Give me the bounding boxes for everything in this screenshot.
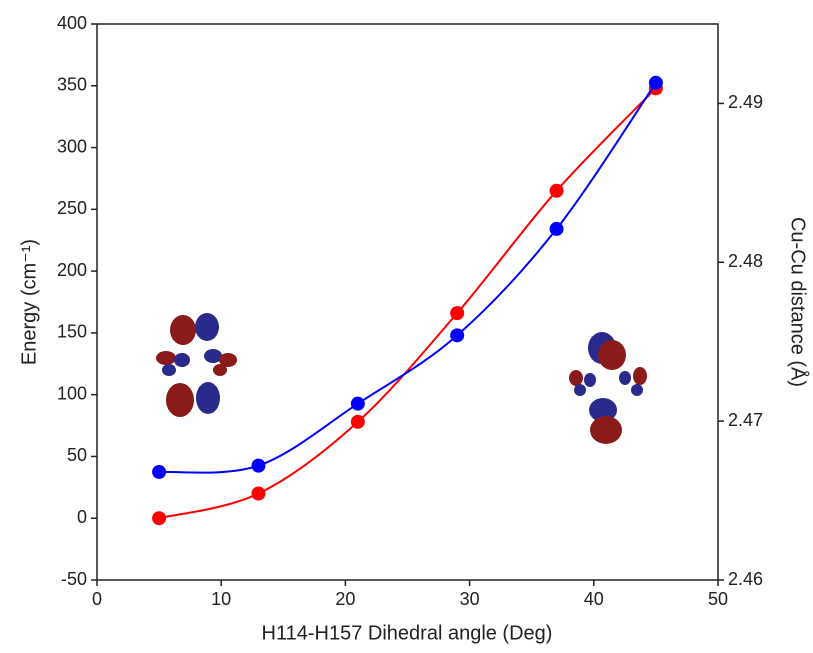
- y-tick-label: 350: [57, 75, 87, 95]
- y-tick-label: 200: [57, 260, 87, 280]
- plot-frame: [96, 23, 719, 581]
- y-tick-label: 150: [57, 322, 87, 342]
- point: [549, 221, 564, 236]
- point: [450, 328, 465, 343]
- x-tick-label: 30: [460, 589, 480, 609]
- y-tick-label: 50: [67, 445, 87, 465]
- point: [251, 486, 266, 501]
- point: [251, 458, 266, 473]
- y2-tick-label: 2.46: [728, 569, 763, 589]
- y2-tick-label: 2.47: [728, 410, 763, 430]
- x-tick-label: 20: [335, 589, 355, 609]
- point: [152, 511, 167, 526]
- y-tick-label: 400: [57, 13, 87, 33]
- y-tick-label: 100: [57, 383, 87, 403]
- x-tick-label: 50: [708, 589, 728, 609]
- point: [152, 464, 167, 479]
- y-tick-label: 300: [57, 136, 87, 156]
- point: [549, 183, 564, 198]
- x-tick-label: 10: [211, 589, 231, 609]
- x-tick-label: 40: [584, 589, 604, 609]
- y2-tick-label: 2.48: [728, 251, 763, 271]
- y2-axis-title: Cu-Cu distance (Å): [787, 217, 810, 387]
- point: [648, 75, 663, 90]
- x-axis-title: H114-H157 Dihedral angle (Deg): [262, 622, 553, 644]
- y-tick-label: -50: [61, 569, 87, 589]
- y-tick-label: 250: [57, 198, 87, 218]
- fit-line: [159, 82, 657, 474]
- point: [350, 396, 365, 411]
- point: [350, 414, 365, 429]
- x-tick-label: 0: [92, 589, 102, 609]
- orbital-left: [156, 313, 237, 417]
- y2-tick-label: 2.49: [728, 92, 763, 112]
- y-axis-title: Energy (cm⁻¹): [18, 239, 40, 365]
- point: [450, 306, 465, 321]
- orbital-right: [569, 332, 647, 444]
- y-tick-label: 0: [77, 507, 87, 527]
- fit-line: [158, 87, 657, 520]
